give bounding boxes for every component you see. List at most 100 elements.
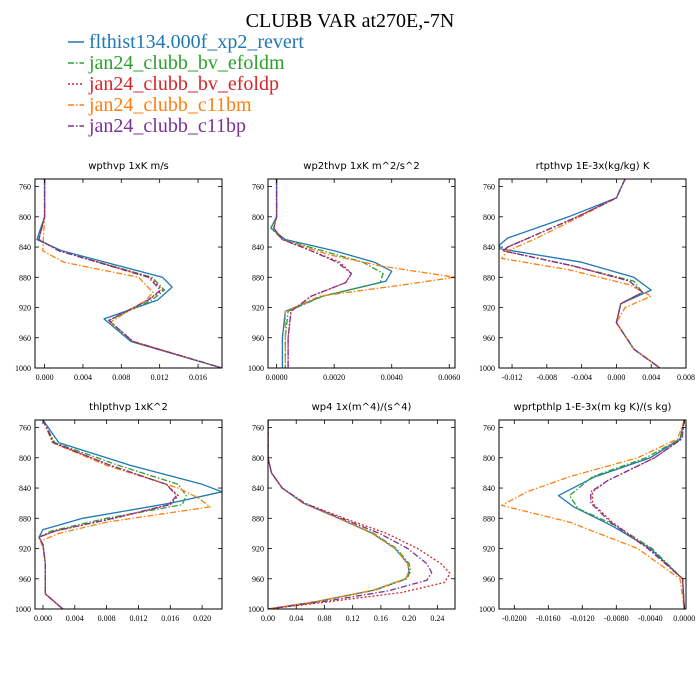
panel-title: rtpthvp 1E-3x(kg/kg) K (536, 161, 650, 172)
chart-panel: rtpthvp 1E-3x(kg/kg) K 760 800 840 880 920 960… (479, 161, 695, 382)
x-tick-label: -0.008 (537, 373, 558, 382)
x-tick-label: -0.0200 (502, 614, 527, 623)
y-tick-label: 800 (483, 454, 495, 463)
series-line (270, 179, 393, 368)
y-tick-label: 920 (252, 545, 264, 554)
series-line (42, 179, 222, 368)
y-tick-label: 1000 (248, 605, 264, 614)
x-tick-label: -0.012 (502, 373, 523, 382)
series-line (499, 179, 661, 368)
y-tick-label: 920 (483, 545, 495, 554)
series-line (557, 420, 685, 609)
plot-frame (34, 178, 223, 369)
chart-panel: wpthvp 1xK m/s 760 800 840 880 920 960 1000 0.00… (15, 161, 223, 382)
series-line (500, 420, 685, 609)
series-line (273, 179, 353, 368)
series-line (268, 420, 451, 609)
y-tick-label: 1000 (479, 605, 495, 614)
y-tick-label: 840 (252, 484, 264, 493)
y-tick-label: 840 (483, 243, 495, 252)
plot-frame (267, 178, 456, 369)
y-tick-label: 760 (252, 183, 264, 192)
y-tick-label: 880 (19, 514, 31, 523)
y-tick-label: 880 (252, 514, 264, 523)
x-tick-label: 0.000 (607, 373, 625, 382)
y-tick-label: 920 (252, 304, 264, 313)
x-tick-label: -0.0080 (604, 614, 629, 623)
series-line (38, 179, 222, 368)
y-tick-label: 840 (252, 243, 264, 252)
series-line (591, 420, 685, 609)
series-line (268, 420, 433, 609)
y-tick-label: 1000 (15, 605, 31, 614)
series-line (38, 420, 187, 609)
x-tick-label: -0.0040 (638, 614, 663, 623)
x-tick-label: 0.04 (289, 614, 303, 623)
x-tick-label: 0.0060 (438, 373, 460, 382)
y-tick-label: 960 (19, 575, 31, 584)
x-tick-label: 0.004 (66, 614, 84, 623)
x-tick-label: 0.24 (430, 614, 444, 623)
legend: flthist134.000f_xp2_revertjan24_clubb_bv… (68, 31, 304, 137)
series-line (268, 420, 410, 609)
x-tick-label: 0.008 (98, 614, 116, 623)
x-tick-label: 0.00 (261, 614, 275, 623)
series-line (270, 179, 384, 368)
x-tick-label: -0.0160 (536, 614, 561, 623)
series-line (273, 179, 455, 368)
panel-title: wp4 1x(m^4)/(s^4) (312, 402, 412, 413)
x-tick-label: 0.08 (317, 614, 331, 623)
y-tick-label: 1000 (15, 364, 31, 373)
y-tick-label: 1000 (248, 364, 264, 373)
plot-frame (498, 419, 687, 610)
x-tick-label: 0.20 (402, 614, 416, 623)
chart-panel: wp2thvp 1xK m^2/s^2 760 800 840 880 920 960 100… (248, 161, 460, 382)
x-tick-label: 0.0020 (323, 373, 345, 382)
y-tick-label: 880 (483, 273, 495, 282)
y-tick-label: 760 (483, 424, 495, 433)
x-tick-label: 0.0000 (673, 614, 695, 623)
plot-frame (34, 419, 223, 610)
x-tick-label: 0.0040 (381, 373, 403, 382)
y-tick-label: 800 (483, 213, 495, 222)
y-tick-label: 1000 (479, 364, 495, 373)
plot-frame (498, 178, 687, 369)
y-tick-label: 800 (252, 454, 264, 463)
y-tick-label: 760 (19, 183, 31, 192)
series-line (500, 179, 661, 368)
y-tick-label: 920 (19, 545, 31, 554)
x-tick-label: 0.008 (112, 373, 130, 382)
y-tick-label: 800 (19, 454, 31, 463)
x-tick-label: 0.016 (161, 614, 179, 623)
y-tick-label: 960 (19, 334, 31, 343)
y-tick-label: 840 (19, 243, 31, 252)
x-tick-label: 0.004 (642, 373, 660, 382)
x-tick-label: 0.008 (677, 373, 695, 382)
y-tick-label: 840 (483, 484, 495, 493)
x-tick-label: 0.004 (74, 373, 92, 382)
x-tick-label: 0.12 (346, 614, 360, 623)
y-tick-label: 760 (252, 424, 264, 433)
y-tick-label: 960 (252, 575, 264, 584)
x-tick-label: 0.016 (189, 373, 207, 382)
plot-frame (267, 419, 456, 610)
legend-entry: jan24_clubb_bv_efoldm (88, 52, 285, 74)
legend-entry: flthist134.000f_xp2_revert (89, 31, 304, 53)
series-line (568, 420, 685, 609)
x-tick-label: 0.16 (374, 614, 388, 623)
x-tick-label: 0.020 (193, 614, 211, 623)
legend-entry: jan24_clubb_c11bp (88, 115, 246, 137)
series-line (38, 420, 178, 609)
y-tick-label: 880 (483, 514, 495, 523)
y-tick-label: 960 (252, 334, 264, 343)
x-tick-label: 0.012 (151, 373, 169, 382)
series-line (38, 420, 179, 609)
series-line (268, 420, 412, 609)
panels: wpthvp 1xK m/s76080084088092096010000.00… (15, 161, 695, 623)
y-tick-label: 960 (483, 575, 495, 584)
y-tick-label: 960 (483, 334, 495, 343)
x-tick-label: 0.0000 (266, 373, 288, 382)
chart-panel: wprtpthlp 1-E-3x(m kg K)/(s kg) 760 800 840… (479, 402, 695, 623)
legend-entry: jan24_clubb_c11bm (88, 94, 252, 116)
